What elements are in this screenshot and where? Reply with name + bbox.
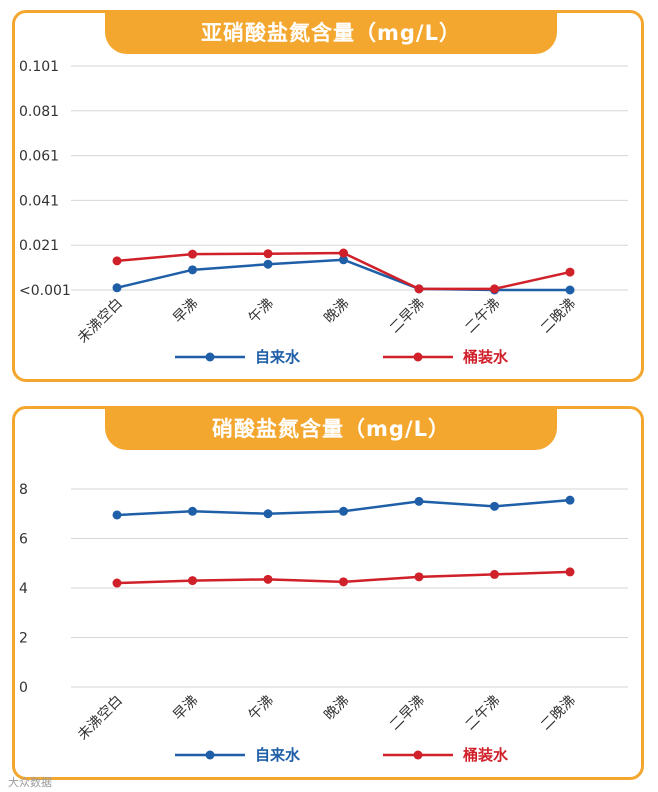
data-point <box>112 283 122 293</box>
data-point <box>565 267 575 277</box>
legend-marker <box>205 352 215 362</box>
data-point <box>490 569 499 579</box>
data-point <box>112 256 122 266</box>
x-tick-label: 未沸空白 <box>75 296 126 347</box>
data-point <box>188 506 197 516</box>
x-tick-label: 二晚沸 <box>538 693 579 734</box>
data-point <box>565 285 575 295</box>
x-tick-label: 午沸 <box>246 693 277 724</box>
y-tick-label: 0.021 <box>19 238 59 254</box>
chart-svg: <0.001 0.021 0.041 0.061 0.081 0.101 未沸空白 早沸 午沸 晚… <box>19 59 628 366</box>
y-tick-label: 0.061 <box>19 149 59 165</box>
data-point <box>490 501 499 511</box>
chart-title: 硝酸盐氮含量（mg/L） <box>105 406 557 450</box>
data-point <box>263 574 273 584</box>
x-tick-label: 二早沸 <box>387 296 428 337</box>
data-point <box>339 248 348 258</box>
data-point <box>339 577 348 587</box>
y-tick-label: 0.101 <box>19 59 59 75</box>
x-tick-label: 二午沸 <box>462 296 503 337</box>
legend-label: 自来水 <box>255 348 301 366</box>
legend-marker <box>205 750 215 760</box>
data-point <box>188 576 197 586</box>
data-point <box>188 249 197 259</box>
y-tick-label: 0.041 <box>19 193 59 209</box>
data-point <box>339 506 348 516</box>
data-point <box>263 259 273 269</box>
data-point <box>263 249 273 259</box>
data-point <box>112 578 122 588</box>
data-point <box>565 495 575 505</box>
chart-title: 亚硝酸盐氮含量（mg/L） <box>105 10 557 54</box>
legend-label: 自来水 <box>255 746 301 764</box>
x-tick-label: 二早沸 <box>387 693 428 734</box>
y-tick-label: 6 <box>19 532 28 548</box>
y-tick-label: <0.001 <box>19 283 71 299</box>
data-point <box>188 265 197 275</box>
x-tick-label: 二晚沸 <box>538 296 579 337</box>
x-tick-label: 午沸 <box>246 296 277 327</box>
data-point <box>414 572 424 582</box>
data-point <box>565 567 575 577</box>
legend-label: 桶装水 <box>463 348 509 366</box>
data-point <box>339 255 348 265</box>
y-tick-label: 4 <box>19 581 28 597</box>
y-tick-label: 2 <box>19 631 28 647</box>
x-tick-label: 二午沸 <box>462 693 503 734</box>
watermark: 大众数据 <box>8 776 52 789</box>
x-tick-label: 晚沸 <box>321 693 352 724</box>
y-tick-label: 8 <box>19 482 28 498</box>
data-point <box>414 496 424 506</box>
nitrate-chart-panel: 硝酸盐氮含量（mg/L） 0 2 4 6 8 未沸空白 早沸 午沸 晚沸 二早沸 二午沸 二晚沸自来水… <box>12 406 644 780</box>
legend-marker <box>413 352 423 362</box>
y-tick-label: 0 <box>19 680 28 696</box>
nitrite-chart-panel: 亚硝酸盐氮含量（mg/L） <0.001 0.021 0.041 0.061 0.081… <box>12 10 644 382</box>
data-point <box>414 284 424 294</box>
x-tick-label: 早沸 <box>170 693 201 724</box>
x-tick-label: 早沸 <box>170 296 201 327</box>
legend-marker <box>413 750 423 760</box>
x-tick-label: 未沸空白 <box>75 693 126 744</box>
x-tick-label: 晚沸 <box>321 296 352 327</box>
legend-label: 桶装水 <box>463 746 509 764</box>
y-tick-label: 0.081 <box>19 104 59 120</box>
data-point <box>112 510 122 520</box>
series-line <box>116 258 570 292</box>
data-point <box>263 509 273 519</box>
data-point <box>490 284 499 294</box>
